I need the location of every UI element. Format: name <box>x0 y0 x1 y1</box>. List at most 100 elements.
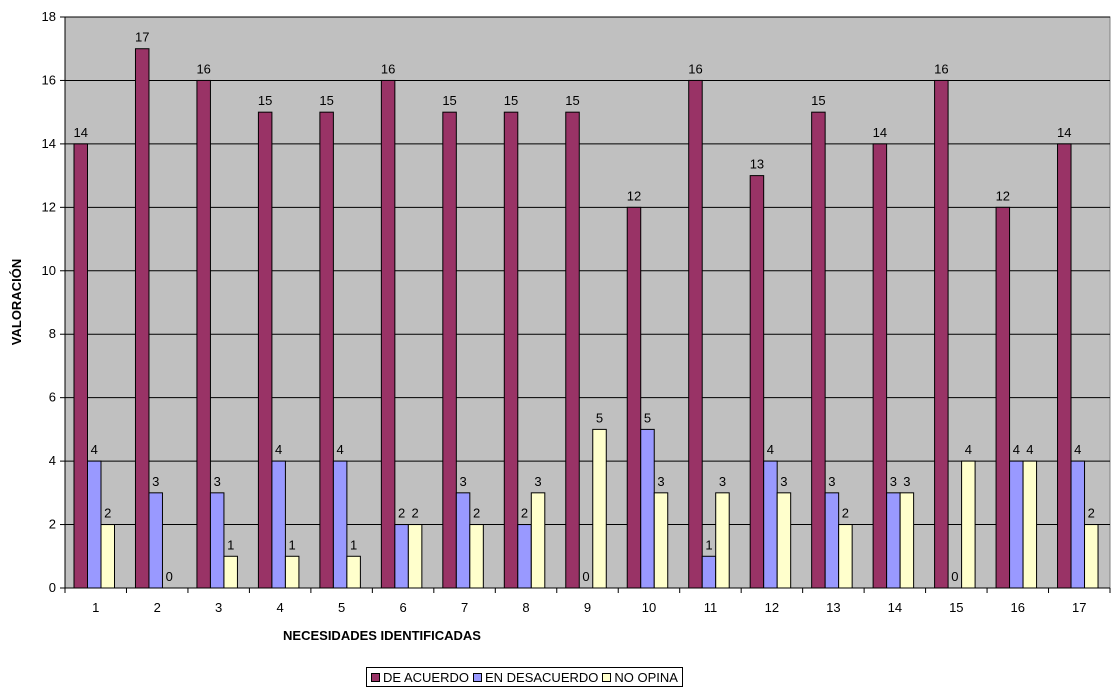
data-label: 5 <box>596 410 603 425</box>
data-label: 3 <box>657 474 664 489</box>
bar <box>872 143 888 589</box>
data-label: 2 <box>104 506 111 521</box>
legend-item: EN DESACUERDO <box>472 669 599 685</box>
bar <box>701 555 717 589</box>
data-label: 16 <box>934 61 948 76</box>
legend: DE ACUERDO EN DESACUERDO NO OPINA <box>366 667 683 687</box>
bar <box>442 111 457 589</box>
data-label: 15 <box>258 93 272 108</box>
legend-label: EN DESACUERDO <box>484 669 599 685</box>
bar <box>1070 460 1086 589</box>
x-tick-label: 12 <box>765 600 779 615</box>
data-label: 15 <box>504 93 518 108</box>
data-label: 3 <box>719 474 726 489</box>
data-label: 15 <box>442 93 456 108</box>
data-label: 1 <box>705 537 712 552</box>
bar <box>565 111 580 589</box>
bar <box>73 143 88 589</box>
data-label: 3 <box>152 474 159 489</box>
data-label: 3 <box>534 474 541 489</box>
bar <box>934 79 949 589</box>
data-label: 14 <box>1057 125 1071 140</box>
y-tick-label: 16 <box>42 72 56 87</box>
bar <box>380 79 396 589</box>
x-tick-label: 8 <box>522 600 529 615</box>
bar <box>346 555 361 589</box>
bar <box>530 492 546 589</box>
x-axis-title: NECESIDADES IDENTIFICADAS <box>283 628 481 643</box>
bar <box>811 111 826 589</box>
bar <box>209 492 225 589</box>
data-label: 2 <box>473 506 480 521</box>
data-label: 3 <box>890 474 897 489</box>
bar <box>626 206 642 589</box>
y-tick-label: 8 <box>49 326 56 341</box>
bar <box>394 524 409 589</box>
y-tick-label: 10 <box>42 263 56 278</box>
y-axis-title: VALORACIÓN <box>9 259 24 345</box>
bar <box>838 524 853 589</box>
bar <box>886 492 901 589</box>
bar <box>776 492 792 589</box>
x-tick-label: 7 <box>461 600 468 615</box>
x-tick-label: 5 <box>338 600 345 615</box>
data-label: 1 <box>350 537 357 552</box>
legend-swatch <box>371 672 380 682</box>
data-label: 3 <box>828 474 835 489</box>
x-tick-label: 17 <box>1072 600 1086 615</box>
bar <box>1057 143 1072 589</box>
data-label: 0 <box>582 569 589 584</box>
data-label: 16 <box>196 61 210 76</box>
bar <box>148 492 163 589</box>
data-label: 3 <box>214 474 221 489</box>
data-label: 17 <box>135 30 149 45</box>
bar <box>1009 460 1024 589</box>
x-tick-label: 10 <box>642 600 656 615</box>
data-label: 2 <box>521 506 528 521</box>
y-tick-label: 2 <box>49 517 56 532</box>
data-label: 1 <box>227 537 234 552</box>
y-tick-label: 18 <box>42 9 56 24</box>
bar <box>715 492 730 589</box>
data-label: 16 <box>381 61 395 76</box>
bar <box>640 428 655 589</box>
data-label: 4 <box>275 442 282 457</box>
legend-label: NO OPINA <box>614 669 678 685</box>
legend-label: DE ACUERDO <box>383 669 469 685</box>
bar <box>503 111 519 589</box>
bar <box>749 175 765 589</box>
x-tick-label: 14 <box>888 600 902 615</box>
bar <box>653 492 669 589</box>
x-tick-label: 13 <box>826 600 840 615</box>
bar <box>87 460 102 589</box>
data-label: 4 <box>1013 442 1020 457</box>
data-label: 1 <box>289 537 296 552</box>
data-label: 15 <box>319 93 333 108</box>
data-label: 4 <box>965 442 972 457</box>
y-tick-label: 12 <box>42 199 56 214</box>
bar <box>196 79 211 589</box>
bar <box>1084 524 1099 589</box>
bar <box>455 492 471 589</box>
x-tick-label: 4 <box>277 600 284 615</box>
bar <box>284 555 300 589</box>
data-label: 14 <box>74 125 88 140</box>
data-label: 0 <box>951 569 958 584</box>
bar <box>592 428 607 589</box>
x-tick-label: 11 <box>704 600 718 615</box>
bar <box>319 111 334 589</box>
bar <box>223 555 238 589</box>
legend-item: DE ACUERDO <box>371 670 469 685</box>
bar <box>469 524 484 589</box>
y-tick-label: 4 <box>49 453 56 468</box>
x-tick-label: 15 <box>949 600 963 615</box>
data-label: 4 <box>91 442 98 457</box>
x-tick-label: 9 <box>584 600 591 615</box>
bars <box>73 48 1099 589</box>
data-label: 14 <box>873 125 887 140</box>
y-tick-label: 14 <box>42 136 56 151</box>
data-label: 15 <box>811 93 825 108</box>
bar <box>134 48 150 589</box>
